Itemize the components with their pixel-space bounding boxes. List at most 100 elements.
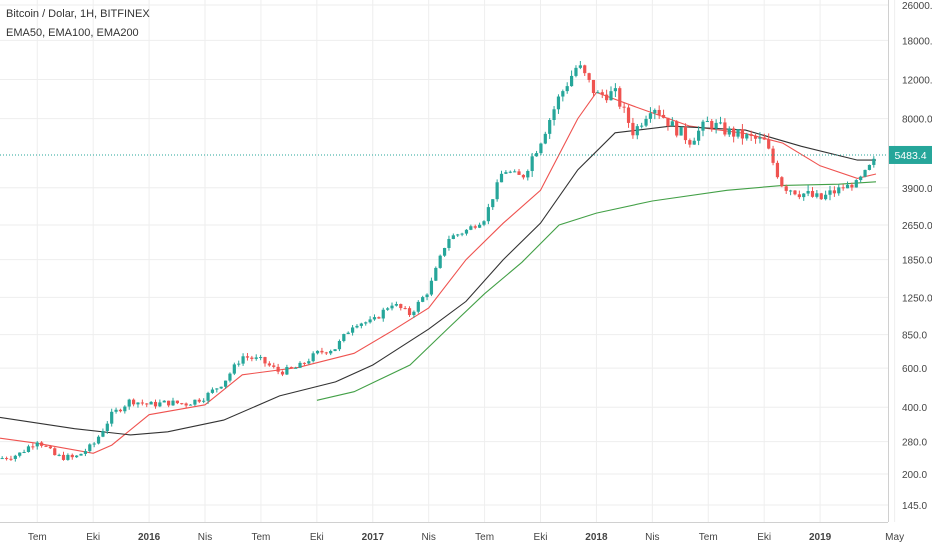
candle-body (338, 341, 341, 349)
candle-body (745, 134, 748, 138)
candle-body (79, 454, 82, 456)
candle-body (526, 171, 529, 177)
candle-body (97, 437, 100, 444)
candle-body (360, 324, 363, 326)
candle-body (443, 248, 446, 256)
candle-body (579, 65, 582, 68)
y-tick-label: 1250.0 (902, 293, 932, 304)
current-price-label: 5483.4 (894, 150, 926, 162)
x-tick-label: 2017 (362, 532, 385, 543)
y-tick-label: 8000.0 (902, 115, 932, 126)
x-tick-label: May (885, 532, 904, 543)
candle-body (605, 95, 608, 101)
candle-body (62, 455, 65, 460)
candle-body (820, 193, 823, 199)
candle-body (277, 367, 280, 372)
candle-body (1, 458, 4, 459)
candle-body (798, 194, 801, 197)
candle-body (364, 322, 367, 323)
candle-body (294, 368, 297, 369)
candle-body (583, 65, 586, 73)
candle-body (719, 122, 722, 123)
candle-body (780, 177, 783, 186)
candle-body (246, 356, 249, 357)
candle-body (241, 356, 244, 363)
candle-body (601, 92, 604, 94)
candle-body (382, 310, 385, 319)
candle-body (855, 180, 858, 187)
candle-body (163, 401, 166, 403)
candle-body (285, 367, 288, 374)
candle-body (412, 312, 415, 315)
candle-body (837, 187, 840, 193)
candle-body (206, 393, 209, 401)
candle-body (312, 353, 315, 361)
candle-body (697, 131, 700, 141)
candle-body (539, 144, 542, 154)
candle-body (872, 159, 875, 165)
x-tick-label: Tem (251, 532, 270, 543)
candle-body (369, 319, 372, 322)
candle-body (640, 126, 643, 127)
candle-body (307, 361, 310, 363)
candle-body (329, 351, 332, 353)
candle-body (763, 137, 766, 139)
candle-body (14, 456, 17, 459)
x-tick-label: 2016 (138, 532, 161, 543)
candle-body (434, 268, 437, 281)
candle-body (408, 308, 411, 315)
ema-lines (0, 92, 876, 453)
candle-body (27, 446, 30, 452)
candle-body (710, 121, 713, 129)
x-tick-label: Eki (86, 532, 100, 543)
candle-body (421, 297, 424, 302)
candle-body (684, 127, 687, 140)
candle-body (390, 306, 393, 309)
candle-body (44, 446, 47, 447)
candle-body (255, 357, 258, 358)
candle-body (106, 424, 109, 431)
candle-body (478, 225, 481, 228)
candle-body (531, 156, 534, 171)
y-tick-label: 3900.0 (902, 184, 932, 195)
candle-body (456, 234, 459, 235)
candle-body (132, 400, 135, 405)
candle-body (570, 76, 573, 86)
candle-body (552, 109, 555, 120)
candle-body (592, 80, 595, 93)
candle-body (31, 446, 34, 447)
candle-body (351, 327, 354, 332)
candle-body (189, 405, 192, 406)
candle-body (566, 86, 569, 91)
indicator-legend[interactable]: EMA50, EMA100, EMA200 (6, 27, 139, 39)
candle-body (517, 171, 520, 175)
candle-body (544, 134, 547, 144)
candle-body (342, 334, 345, 341)
candle-body (71, 455, 74, 457)
candle-body (671, 121, 674, 126)
candle-body (272, 365, 275, 366)
candle-body (404, 308, 407, 309)
candle-body (355, 326, 358, 328)
y-tick-label: 26000.0 (902, 1, 932, 12)
candle-body (158, 402, 161, 406)
candle-body (771, 149, 774, 163)
candle-body (180, 403, 183, 404)
candle-body (215, 388, 218, 389)
candle-body (614, 88, 617, 91)
candle-body (679, 127, 682, 136)
candle-body (487, 207, 490, 221)
candle-body (395, 304, 398, 306)
y-tick-label: 12000.0 (902, 76, 932, 87)
candle-body (465, 230, 468, 234)
candle-body (833, 190, 836, 193)
candle-body (259, 357, 262, 358)
y-tick-label: 850.0 (902, 331, 927, 342)
candle-body (793, 190, 796, 194)
candle-body (574, 68, 577, 76)
candle-body (452, 235, 455, 239)
x-tick-label: Eki (534, 532, 548, 543)
